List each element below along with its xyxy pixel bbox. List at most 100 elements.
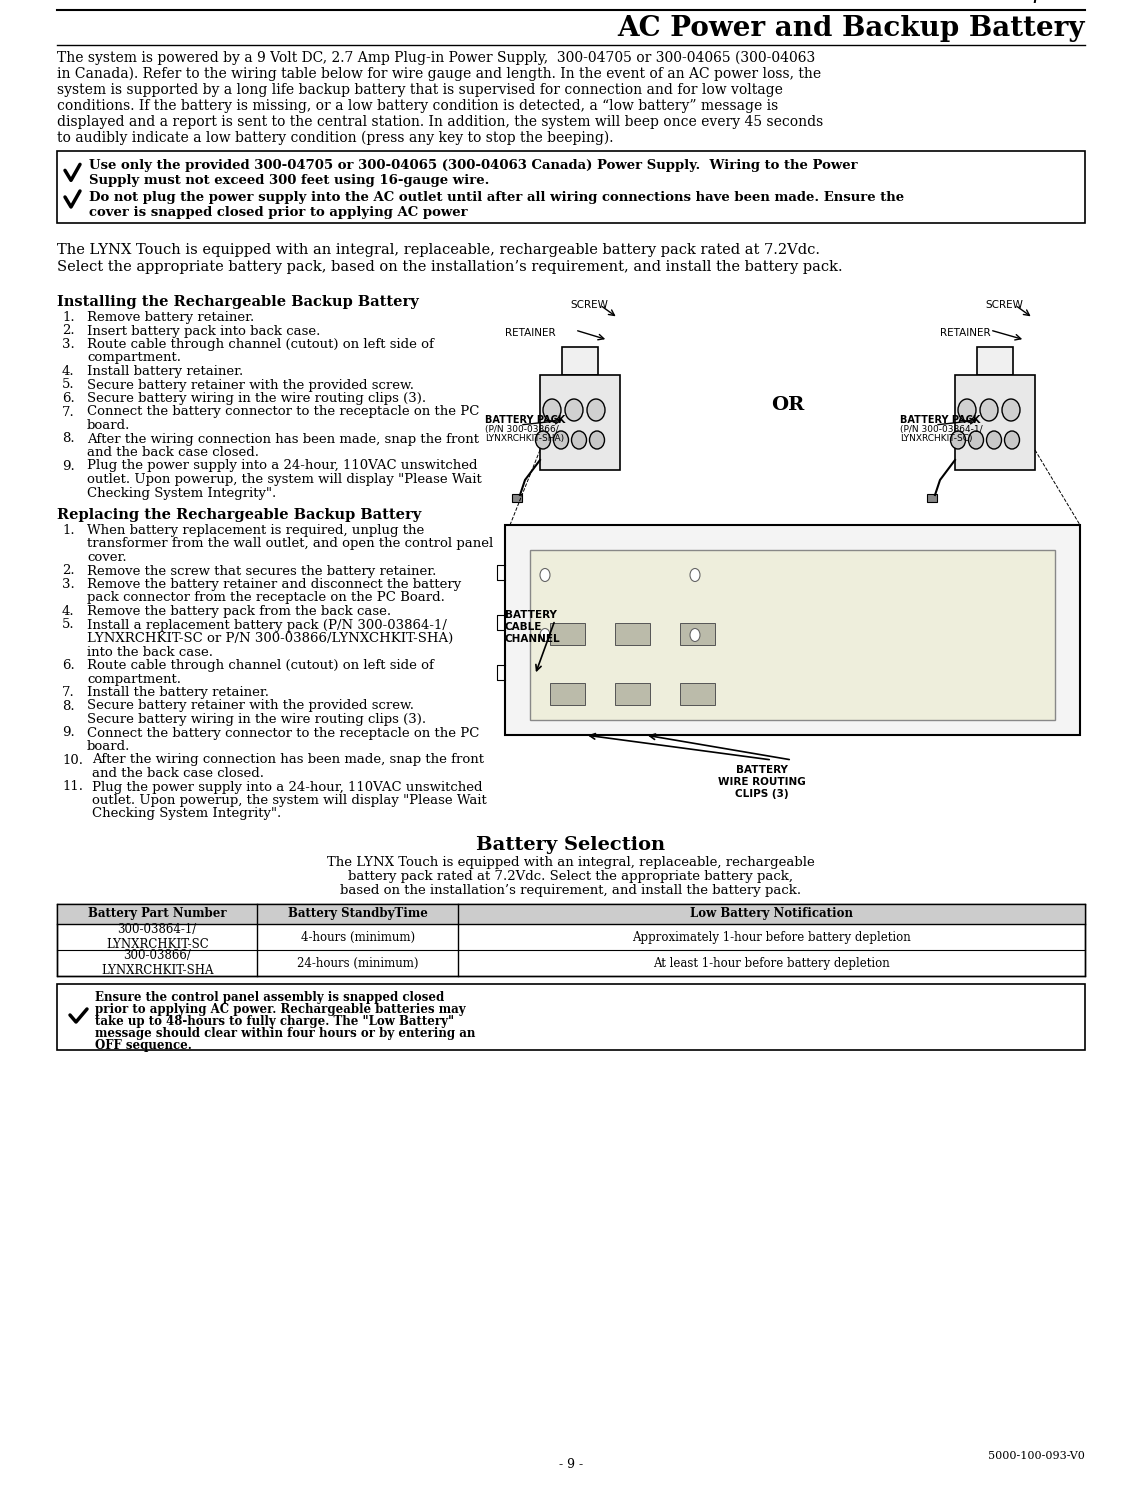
- Bar: [57, 904, 1085, 977]
- Text: 11.: 11.: [61, 780, 83, 793]
- Text: LYNXRCHKIT-SC): LYNXRCHKIT-SC): [900, 434, 973, 443]
- Ellipse shape: [987, 431, 1001, 449]
- Bar: [681, 623, 715, 646]
- Ellipse shape: [571, 431, 586, 449]
- Text: Secure battery wiring in the wire routing clips (3).: Secure battery wiring in the wire routin…: [86, 392, 426, 406]
- Text: RETAINER: RETAINER: [505, 328, 555, 338]
- Text: Install battery retainer.: Install battery retainer.: [86, 365, 244, 379]
- Text: 300-03864-1/
LYNXRCHKIT-SC: 300-03864-1/ LYNXRCHKIT-SC: [106, 923, 208, 951]
- Text: 9.: 9.: [61, 726, 75, 740]
- Text: Low Battery Notification: Low Battery Notification: [690, 908, 854, 920]
- Bar: [512, 494, 522, 502]
- Bar: [57, 904, 1085, 924]
- Text: displayed and a report is sent to the central station. In addition, the system w: displayed and a report is sent to the ce…: [57, 115, 823, 130]
- Text: 7.: 7.: [61, 686, 75, 699]
- Text: CLIPS (3): CLIPS (3): [735, 789, 789, 799]
- Text: BATTERY: BATTERY: [505, 610, 556, 620]
- Text: When battery replacement is required, unplug the: When battery replacement is required, un…: [86, 523, 424, 537]
- Ellipse shape: [690, 629, 700, 641]
- Text: take up to 48-hours to fully charge. The "Low Battery": take up to 48-hours to fully charge. The…: [94, 1015, 454, 1027]
- Text: LYNX Touch Installation and Setup Guide: LYNX Touch Installation and Setup Guide: [811, 0, 1085, 3]
- Text: Installing the Rechargeable Backup Battery: Installing the Rechargeable Backup Batte…: [57, 295, 419, 309]
- Text: 7.: 7.: [61, 406, 75, 419]
- Text: Insert battery pack into back case.: Insert battery pack into back case.: [86, 325, 321, 337]
- Text: Remove battery retainer.: Remove battery retainer.: [86, 312, 254, 324]
- Text: Battery Part Number: Battery Part Number: [88, 908, 226, 920]
- Text: Select the appropriate battery pack, based on the installation’s requirement, an: Select the appropriate battery pack, bas…: [57, 259, 842, 274]
- Text: Remove the battery retainer and disconnect the battery: Remove the battery retainer and disconne…: [86, 579, 461, 590]
- Text: Route cable through channel (cutout) on left side of: Route cable through channel (cutout) on …: [86, 338, 434, 350]
- Text: conditions. If the battery is missing, or a low battery condition is detected, a: conditions. If the battery is missing, o…: [57, 98, 778, 113]
- Text: prior to applying AC power. Rechargeable batteries may: prior to applying AC power. Rechargeable…: [94, 1003, 465, 1015]
- Text: 2.: 2.: [61, 565, 75, 577]
- Bar: [505, 525, 1080, 735]
- Ellipse shape: [536, 431, 551, 449]
- Bar: [615, 683, 650, 705]
- Text: cover is snapped closed prior to applying AC power: cover is snapped closed prior to applyin…: [89, 206, 468, 219]
- Text: 10.: 10.: [61, 753, 83, 766]
- Text: compartment.: compartment.: [86, 672, 181, 686]
- Ellipse shape: [690, 568, 700, 581]
- Ellipse shape: [543, 400, 561, 420]
- Text: LYNXRCHKIT-SHA): LYNXRCHKIT-SHA): [485, 434, 564, 443]
- Text: Remove the battery pack from the back case.: Remove the battery pack from the back ca…: [86, 605, 391, 617]
- Ellipse shape: [564, 400, 583, 420]
- Text: 1.: 1.: [61, 523, 75, 537]
- Text: (P/N 300-03864-1/: (P/N 300-03864-1/: [900, 425, 982, 434]
- Text: OR: OR: [770, 397, 805, 414]
- Bar: [978, 347, 1013, 376]
- Text: 5.: 5.: [61, 619, 75, 632]
- Text: 300-03866/
LYNXRCHKIT-SHA: 300-03866/ LYNXRCHKIT-SHA: [101, 948, 214, 977]
- Bar: [57, 151, 1085, 224]
- Text: compartment.: compartment.: [86, 352, 181, 364]
- Bar: [615, 623, 650, 646]
- Text: The system is powered by a 9 Volt DC, 2.7 Amp Plug-in Power Supply,  300-04705 o: The system is powered by a 9 Volt DC, 2.…: [57, 51, 815, 66]
- Text: pack connector from the receptacle on the PC Board.: pack connector from the receptacle on th…: [86, 592, 445, 604]
- Text: Use only the provided 300-04705 or 300-04065 (300-04063 Canada) Power Supply.  W: Use only the provided 300-04705 or 300-0…: [89, 160, 858, 171]
- Ellipse shape: [541, 568, 550, 581]
- Bar: [927, 494, 937, 502]
- Text: Connect the battery connector to the receptacle on the PC: Connect the battery connector to the rec…: [86, 406, 479, 419]
- Text: Plug the power supply into a 24-hour, 110VAC unswitched: Plug the power supply into a 24-hour, 11…: [86, 459, 478, 473]
- Bar: [955, 376, 1034, 470]
- Bar: [57, 984, 1085, 1050]
- Ellipse shape: [968, 431, 983, 449]
- Ellipse shape: [980, 400, 998, 420]
- Text: 6.: 6.: [61, 392, 75, 406]
- Bar: [541, 376, 620, 470]
- Text: outlet. Upon powerup, the system will display "Please Wait: outlet. Upon powerup, the system will di…: [86, 473, 481, 486]
- Text: Secure battery retainer with the provided screw.: Secure battery retainer with the provide…: [86, 699, 414, 713]
- Text: BATTERY PACK: BATTERY PACK: [485, 414, 566, 425]
- Text: based on the installation’s requirement, and install the battery pack.: based on the installation’s requirement,…: [340, 884, 801, 898]
- Text: After the wiring connection has been made, snap the front: After the wiring connection has been mad…: [92, 753, 484, 766]
- Text: WIRE ROUTING: WIRE ROUTING: [718, 777, 806, 787]
- Text: 24-hours (minimum): 24-hours (minimum): [297, 957, 419, 969]
- Text: Replacing the Rechargeable Backup Battery: Replacing the Rechargeable Backup Batter…: [57, 508, 421, 522]
- Text: Remove the screw that secures the battery retainer.: Remove the screw that secures the batter…: [86, 565, 436, 577]
- Text: 4-hours (minimum): 4-hours (minimum): [300, 930, 414, 944]
- Text: outlet. Upon powerup, the system will display "Please Wait: outlet. Upon powerup, the system will di…: [92, 795, 487, 807]
- Text: Plug the power supply into a 24-hour, 110VAC unswitched: Plug the power supply into a 24-hour, 11…: [92, 780, 483, 793]
- Text: Ensure the control panel assembly is snapped closed: Ensure the control panel assembly is sna…: [94, 992, 444, 1003]
- Text: message should clear within four hours or by entering an: message should clear within four hours o…: [94, 1027, 476, 1041]
- Ellipse shape: [553, 431, 569, 449]
- Text: CHANNEL: CHANNEL: [505, 634, 561, 644]
- Text: 8.: 8.: [61, 699, 75, 713]
- Ellipse shape: [950, 431, 965, 449]
- Text: 4.: 4.: [61, 365, 75, 379]
- Text: Route cable through channel (cutout) on left side of: Route cable through channel (cutout) on …: [86, 659, 434, 672]
- Ellipse shape: [958, 400, 976, 420]
- Text: 8.: 8.: [61, 432, 75, 446]
- Text: 5000-100-093-V0: 5000-100-093-V0: [988, 1451, 1085, 1461]
- Text: (P/N 300-03866/: (P/N 300-03866/: [485, 425, 559, 434]
- Text: to audibly indicate a low battery condition (press any key to stop the beeping).: to audibly indicate a low battery condit…: [57, 131, 613, 146]
- Bar: [681, 683, 715, 705]
- Text: CABLE: CABLE: [505, 622, 543, 632]
- Text: Battery StandbyTime: Battery StandbyTime: [288, 908, 428, 920]
- Text: Battery Selection: Battery Selection: [477, 836, 666, 854]
- Text: Checking System Integrity".: Checking System Integrity".: [86, 486, 277, 499]
- Text: 9.: 9.: [61, 459, 75, 473]
- Text: RETAINER: RETAINER: [940, 328, 990, 338]
- Ellipse shape: [587, 400, 605, 420]
- Bar: [550, 683, 585, 705]
